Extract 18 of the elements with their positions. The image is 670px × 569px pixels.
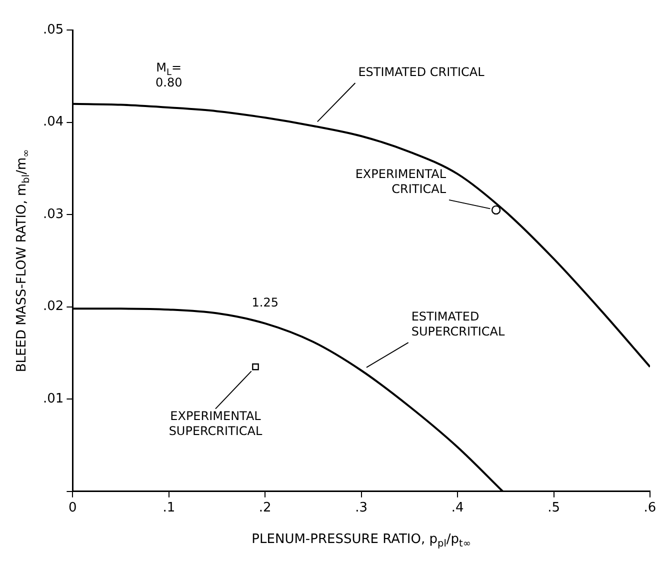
y-tick-label: .03 xyxy=(42,206,64,222)
y-tick-label: .05 xyxy=(42,22,64,38)
annotation: 1.25 xyxy=(252,296,278,310)
x-tick-label: 0 xyxy=(68,500,77,516)
x-tick-label: .6 xyxy=(644,500,656,516)
y-tick-label: .04 xyxy=(42,114,64,130)
y-axis-title: BLEED MASS-FLOW RATIO, mbl/m∞ xyxy=(14,149,32,372)
x-tick-label: .4 xyxy=(451,500,464,516)
annotation: ESTIMATED SUPERCRITICAL xyxy=(411,310,506,339)
y-tick-label: .01 xyxy=(42,391,64,406)
annotation: EXPERIMENTAL CRITICAL xyxy=(355,167,446,196)
annotation: EXPERIMENTAL SUPERCRITICAL xyxy=(168,408,262,438)
annotation: ESTIMATED CRITICAL xyxy=(358,65,485,80)
x-tick-label: .1 xyxy=(162,500,176,516)
x-tick-label: .2 xyxy=(258,500,272,516)
y-tick-label: .02 xyxy=(42,299,64,314)
x-tick-label: .3 xyxy=(355,500,368,516)
x-tick-label: .5 xyxy=(548,500,560,516)
